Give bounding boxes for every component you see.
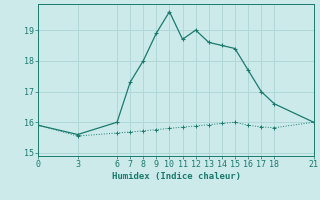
X-axis label: Humidex (Indice chaleur): Humidex (Indice chaleur) (111, 172, 241, 181)
